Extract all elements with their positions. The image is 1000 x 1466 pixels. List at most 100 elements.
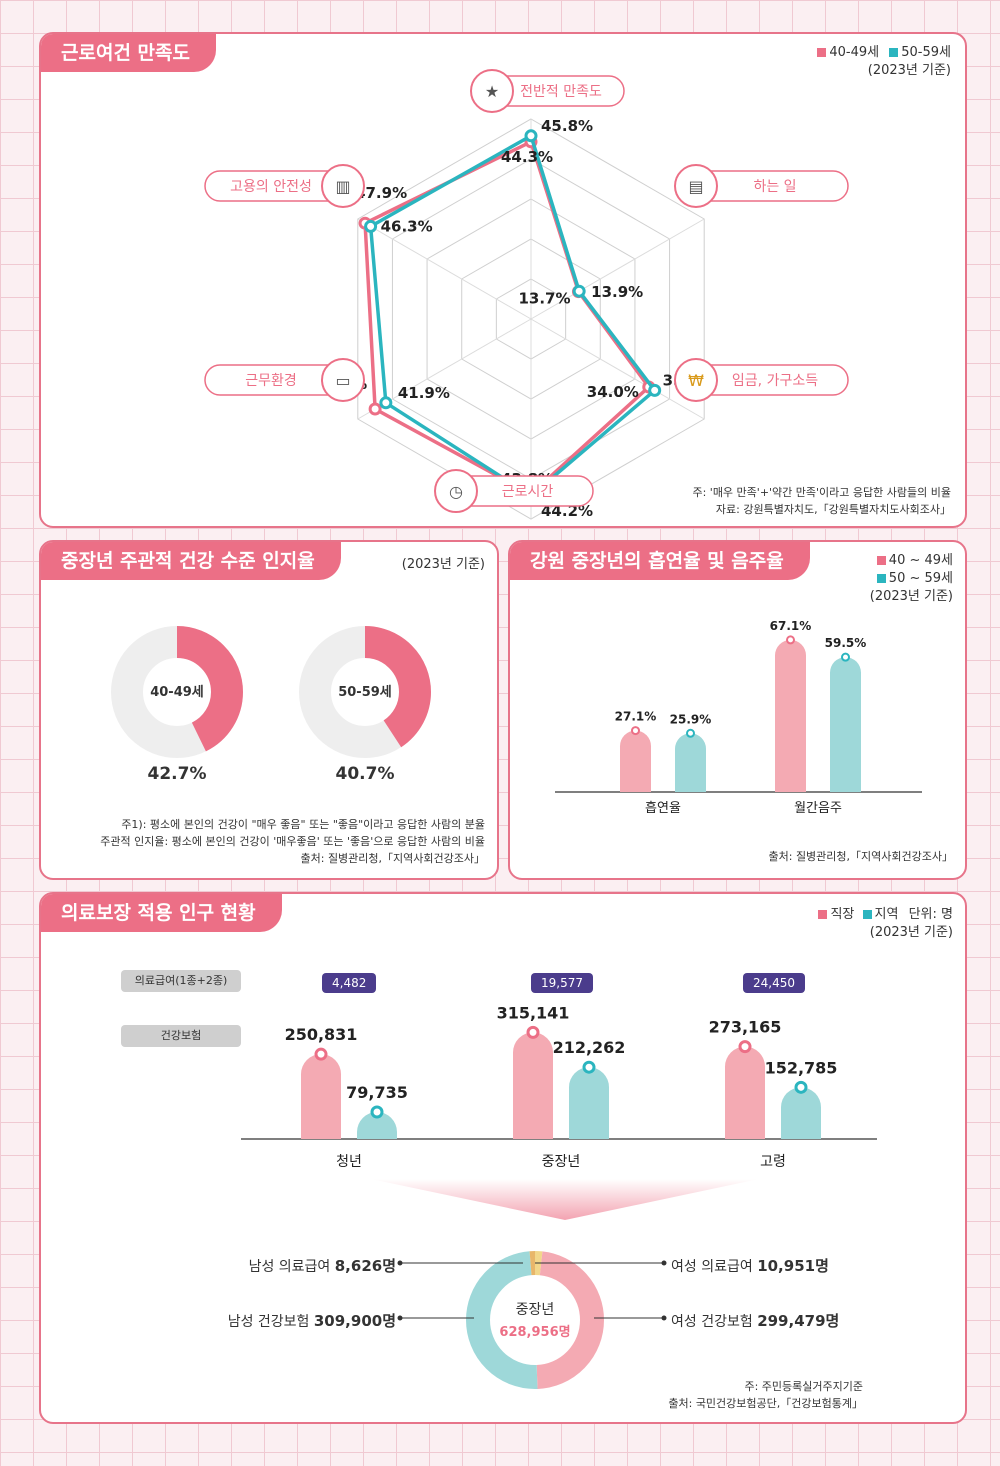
middle-age-donut — [466, 1251, 604, 1389]
radar-point — [648, 383, 662, 397]
bar-value-label: 315,141 — [497, 1003, 570, 1022]
bar-value-label: 59.5% — [825, 636, 867, 650]
source-note: 주1): 평소에 본인의 건강이 "매우 좋음" 또는 "좋음"이라고 응답한 … — [100, 816, 485, 867]
radar-spoke — [530, 218, 705, 320]
callout-value: 299,479명 — [757, 1312, 840, 1330]
radar-value-label: 45.8% — [541, 117, 593, 135]
callout-male-aid: 남성 의료급여 8,626명 — [249, 1255, 396, 1276]
legend: 40-49세 50-59세 (2023년 기준) — [691, 44, 951, 80]
axis-label-text: 근로시간 — [502, 484, 554, 500]
pie-slice-2 — [466, 1251, 604, 1389]
callout-male-insurance: 남성 건강보험 309,900명 — [228, 1310, 396, 1331]
note-line-2: 자료: 강원특별자치도,「강원특별자치도사회조사」 — [715, 503, 951, 516]
clock-icon-glyph: ◷ — [449, 482, 463, 501]
donut-slice-0 — [111, 626, 243, 758]
bar — [675, 733, 706, 792]
legend-label-employee: 직장 — [830, 907, 855, 922]
note-line-1: 주: 주민등록실거주지기준 — [744, 1380, 863, 1393]
source-note: 주: '매우 만족'+'약간 만족'이라고 응답한 사람들의 비율 자료: 강원… — [692, 484, 951, 518]
donut-slice-1 — [299, 626, 431, 758]
panel-title: 강원 중장년의 흡연율 및 음주율 — [510, 542, 810, 580]
bar — [357, 1112, 398, 1139]
radar-value-label: 44.3% — [501, 148, 553, 166]
legend-swatch-40s — [876, 556, 886, 565]
callout-label: 여성 건강보험 — [671, 1314, 753, 1330]
work-satisfaction-panel: 근로여건 만족도 40-49세 50-59세 (2023년 기준) 44.3% 1… — [39, 32, 967, 528]
bar — [569, 1067, 609, 1139]
year-label: (2023년 기준) — [867, 63, 951, 78]
medical-aid-middle: 19,577 — [531, 973, 593, 993]
axis-label-text: 고용의 안전성 — [230, 179, 312, 195]
radar-value-label: 13.9% — [591, 283, 643, 301]
monitor-icon-glyph: ▭ — [335, 371, 350, 390]
legend-swatch-50s — [889, 48, 899, 57]
bar-dot — [686, 728, 695, 738]
radar-value-label: 13.7% — [518, 290, 570, 308]
bar-dot — [526, 1025, 540, 1039]
category-label: 흡연율 — [645, 801, 681, 816]
panel-title: 중장년 주관적 건강 수준 인지율 — [41, 542, 341, 580]
medical-aid-elderly: 24,450 — [743, 973, 805, 993]
smoking-drinking-bar-chart: 27.1% 25.9% 흡연율 67.1% 59.5% 월간음주 — [555, 619, 922, 816]
radar-point — [572, 284, 586, 298]
category-label: 청년 — [336, 1154, 362, 1170]
bar — [620, 730, 651, 792]
radar-chart: 44.3%13.7%34.0%43.8%45.0%47.9%45.8%13.9%… — [204, 69, 849, 520]
legend-swatch-regional — [862, 910, 872, 919]
bar-dot — [738, 1040, 752, 1054]
radar-series-40s — [363, 139, 652, 497]
donut-charts — [111, 626, 431, 758]
document-icon — [674, 164, 718, 208]
legend-label-50s: 50-59세 — [901, 45, 951, 60]
panel-title: 의료보장 적용 인구 현황 — [41, 894, 282, 932]
category-label: 월간음주 — [794, 801, 842, 816]
clock-icon — [434, 469, 478, 513]
unit-label: 단위: 명 — [908, 907, 953, 922]
note-line-3: 출처: 질병관리청,「지역사회건강조사」 — [300, 852, 486, 865]
legend-swatch-40s — [817, 48, 827, 57]
pie-slice-3 — [466, 1251, 604, 1389]
bar — [830, 657, 861, 792]
axis-label-1: ▤ 하는 일 — [674, 164, 849, 208]
legend-swatch-50s — [876, 574, 886, 583]
year-label: (2023년 기준) — [401, 557, 485, 572]
bar — [725, 1046, 765, 1139]
radar-series-50s — [368, 133, 658, 498]
radar-value-label: 41.9% — [398, 384, 450, 402]
radar-point — [379, 396, 393, 410]
health-perception-panel: 중장년 주관적 건강 수준 인지율 (2023년 기준) 40-49세 50-5… — [39, 540, 499, 880]
callout-label: 남성 의료급여 — [248, 1259, 331, 1275]
axis-label-3: ◷ 근로시간 — [434, 469, 594, 513]
bar — [775, 639, 806, 792]
donut-value-50s: 40.7% — [335, 764, 395, 784]
callout-female-insurance: 여성 건강보험 299,479명 — [671, 1310, 839, 1331]
coin-icon-glyph: ₩ — [688, 371, 704, 390]
chart-icon-glyph: ▥ — [335, 177, 350, 196]
callout-label: 남성 건강보험 — [227, 1314, 310, 1330]
axis-label-0: ★ 전반적 만족도 — [470, 69, 625, 113]
bar-value-label: 67.1% — [770, 619, 812, 633]
legend: 직장 지역 단위: 명 (2023년 기준) — [713, 906, 953, 942]
bar-value-label: 273,165 — [709, 1018, 782, 1037]
chart-icon — [321, 164, 365, 208]
bar-value-label: 152,785 — [765, 1058, 838, 1077]
radar-spoke — [357, 218, 532, 320]
callout-female-aid: 여성 의료급여 10,951명 — [671, 1255, 829, 1276]
radar-spoke — [530, 318, 705, 420]
radar-point — [368, 402, 382, 416]
donut-total: 628,956명 — [499, 1325, 571, 1340]
smoking-drinking-panel: 강원 중장년의 흡연율 및 음주율 40 ~ 49세 50 ~ 59세 (202… — [508, 540, 967, 880]
bar-dot — [370, 1105, 384, 1119]
note-line-2: 주관적 인지율: 평소에 본인의 건강이 '매우좋음' 또는 '좋음'으로 응답… — [100, 835, 485, 848]
source-note: 출처: 질병관리청,「지역사회건강조사」 — [768, 850, 954, 863]
thumbs-up-icon-glyph: ★ — [485, 82, 499, 101]
row-label-medical-aid: 의료급여(1종+2종) — [121, 970, 241, 992]
axis-label-5: ▥ 고용의 안전성 — [204, 164, 365, 208]
bar-value-label: 27.1% — [615, 710, 657, 724]
axis-label-4: ▭ 근무환경 — [204, 358, 365, 402]
bar-dot — [314, 1047, 328, 1061]
donut-title: 중장년 — [515, 1302, 555, 1318]
coin-icon — [674, 358, 718, 402]
radar-value-label: 46.3% — [381, 217, 433, 235]
legend-label-regional: 지역 — [874, 907, 899, 922]
